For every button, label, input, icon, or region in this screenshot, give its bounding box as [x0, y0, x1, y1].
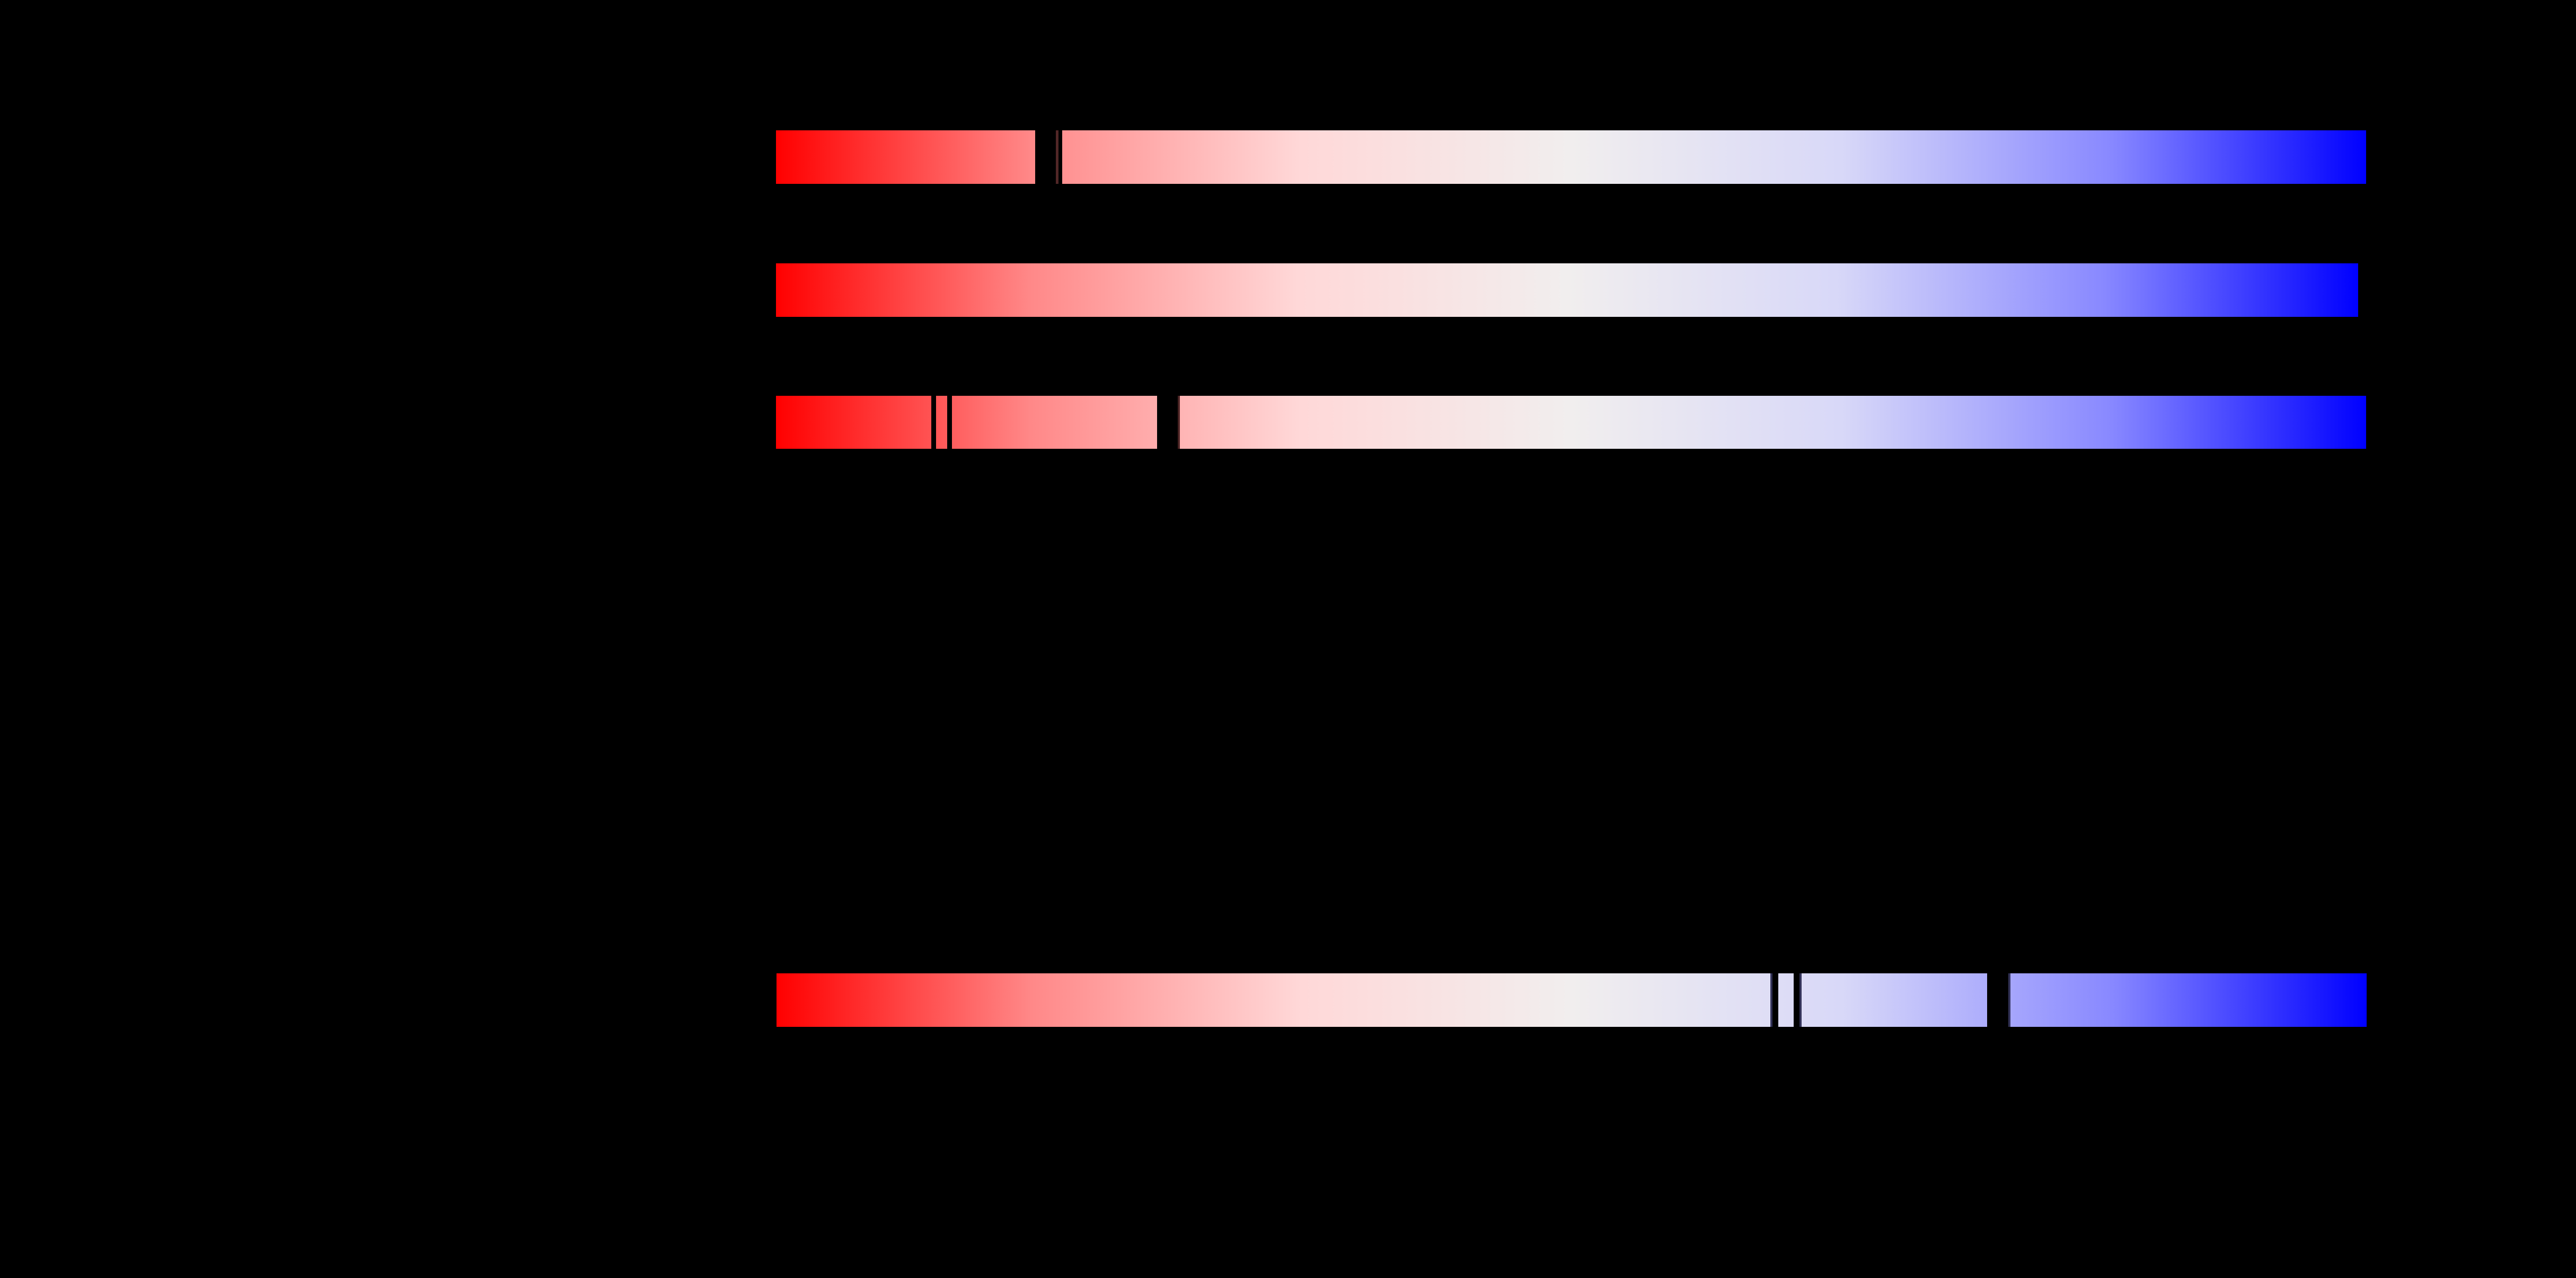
strip-break-mark — [1772, 973, 1778, 1027]
gradient-strip-strip-3 — [776, 396, 2366, 449]
strip-break-mark — [1794, 973, 1799, 1027]
break-accent-line — [1178, 396, 1180, 449]
strip-break-mark — [947, 396, 952, 449]
break-accent-line — [1770, 973, 1772, 1027]
strip-break-mark — [1987, 973, 2008, 1027]
break-accent-line — [2008, 973, 2010, 1027]
gradient-strip-strip-4 — [777, 973, 2367, 1027]
strip-break-mark — [931, 396, 936, 449]
gradient-strip-strip-2 — [776, 263, 2358, 317]
strip-break-mark — [1157, 396, 1178, 449]
break-accent-line — [1056, 130, 1058, 184]
break-accent-line — [1799, 973, 1802, 1027]
gradient-strip-strip-1 — [776, 130, 2366, 184]
